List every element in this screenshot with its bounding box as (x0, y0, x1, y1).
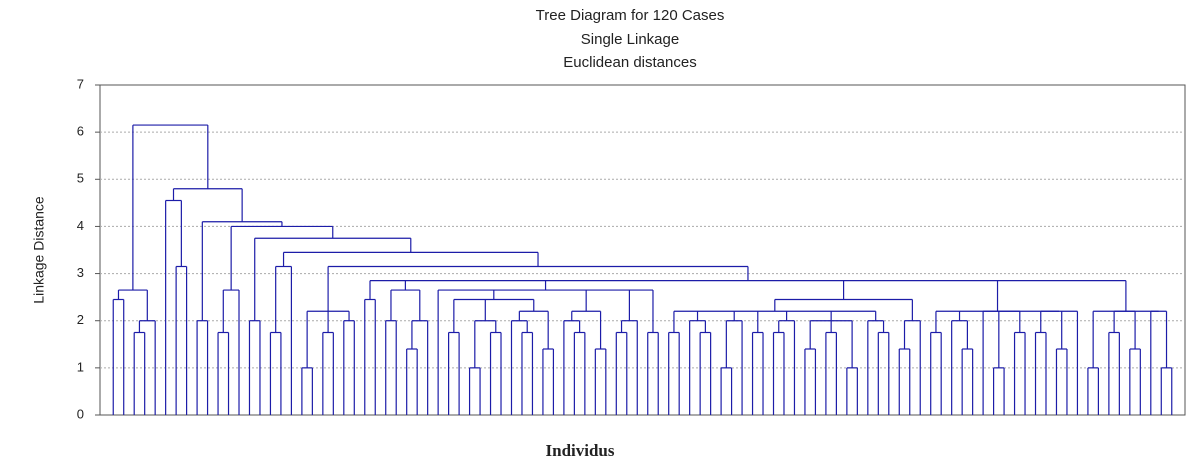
y-axis-label: Linkage Distance (31, 196, 47, 304)
y-tick-label: 6 (77, 124, 84, 139)
x-axis-label: Individus (546, 441, 615, 460)
y-tick-label: 5 (77, 171, 84, 186)
plot-frame (99, 84, 1186, 416)
chart-subtitle: Single Linkage (581, 31, 679, 48)
y-tick-label: 3 (77, 265, 84, 280)
y-tick-label: 0 (77, 406, 84, 421)
y-tick-label: 2 (77, 312, 84, 327)
y-tick-label: 7 (77, 76, 84, 91)
y-tick-label: 4 (77, 218, 84, 233)
y-tick-label: 1 (77, 359, 84, 374)
chart-title: Tree Diagram for 120 Cases (536, 7, 725, 24)
chart-subtitle: Euclidean distances (563, 54, 696, 71)
